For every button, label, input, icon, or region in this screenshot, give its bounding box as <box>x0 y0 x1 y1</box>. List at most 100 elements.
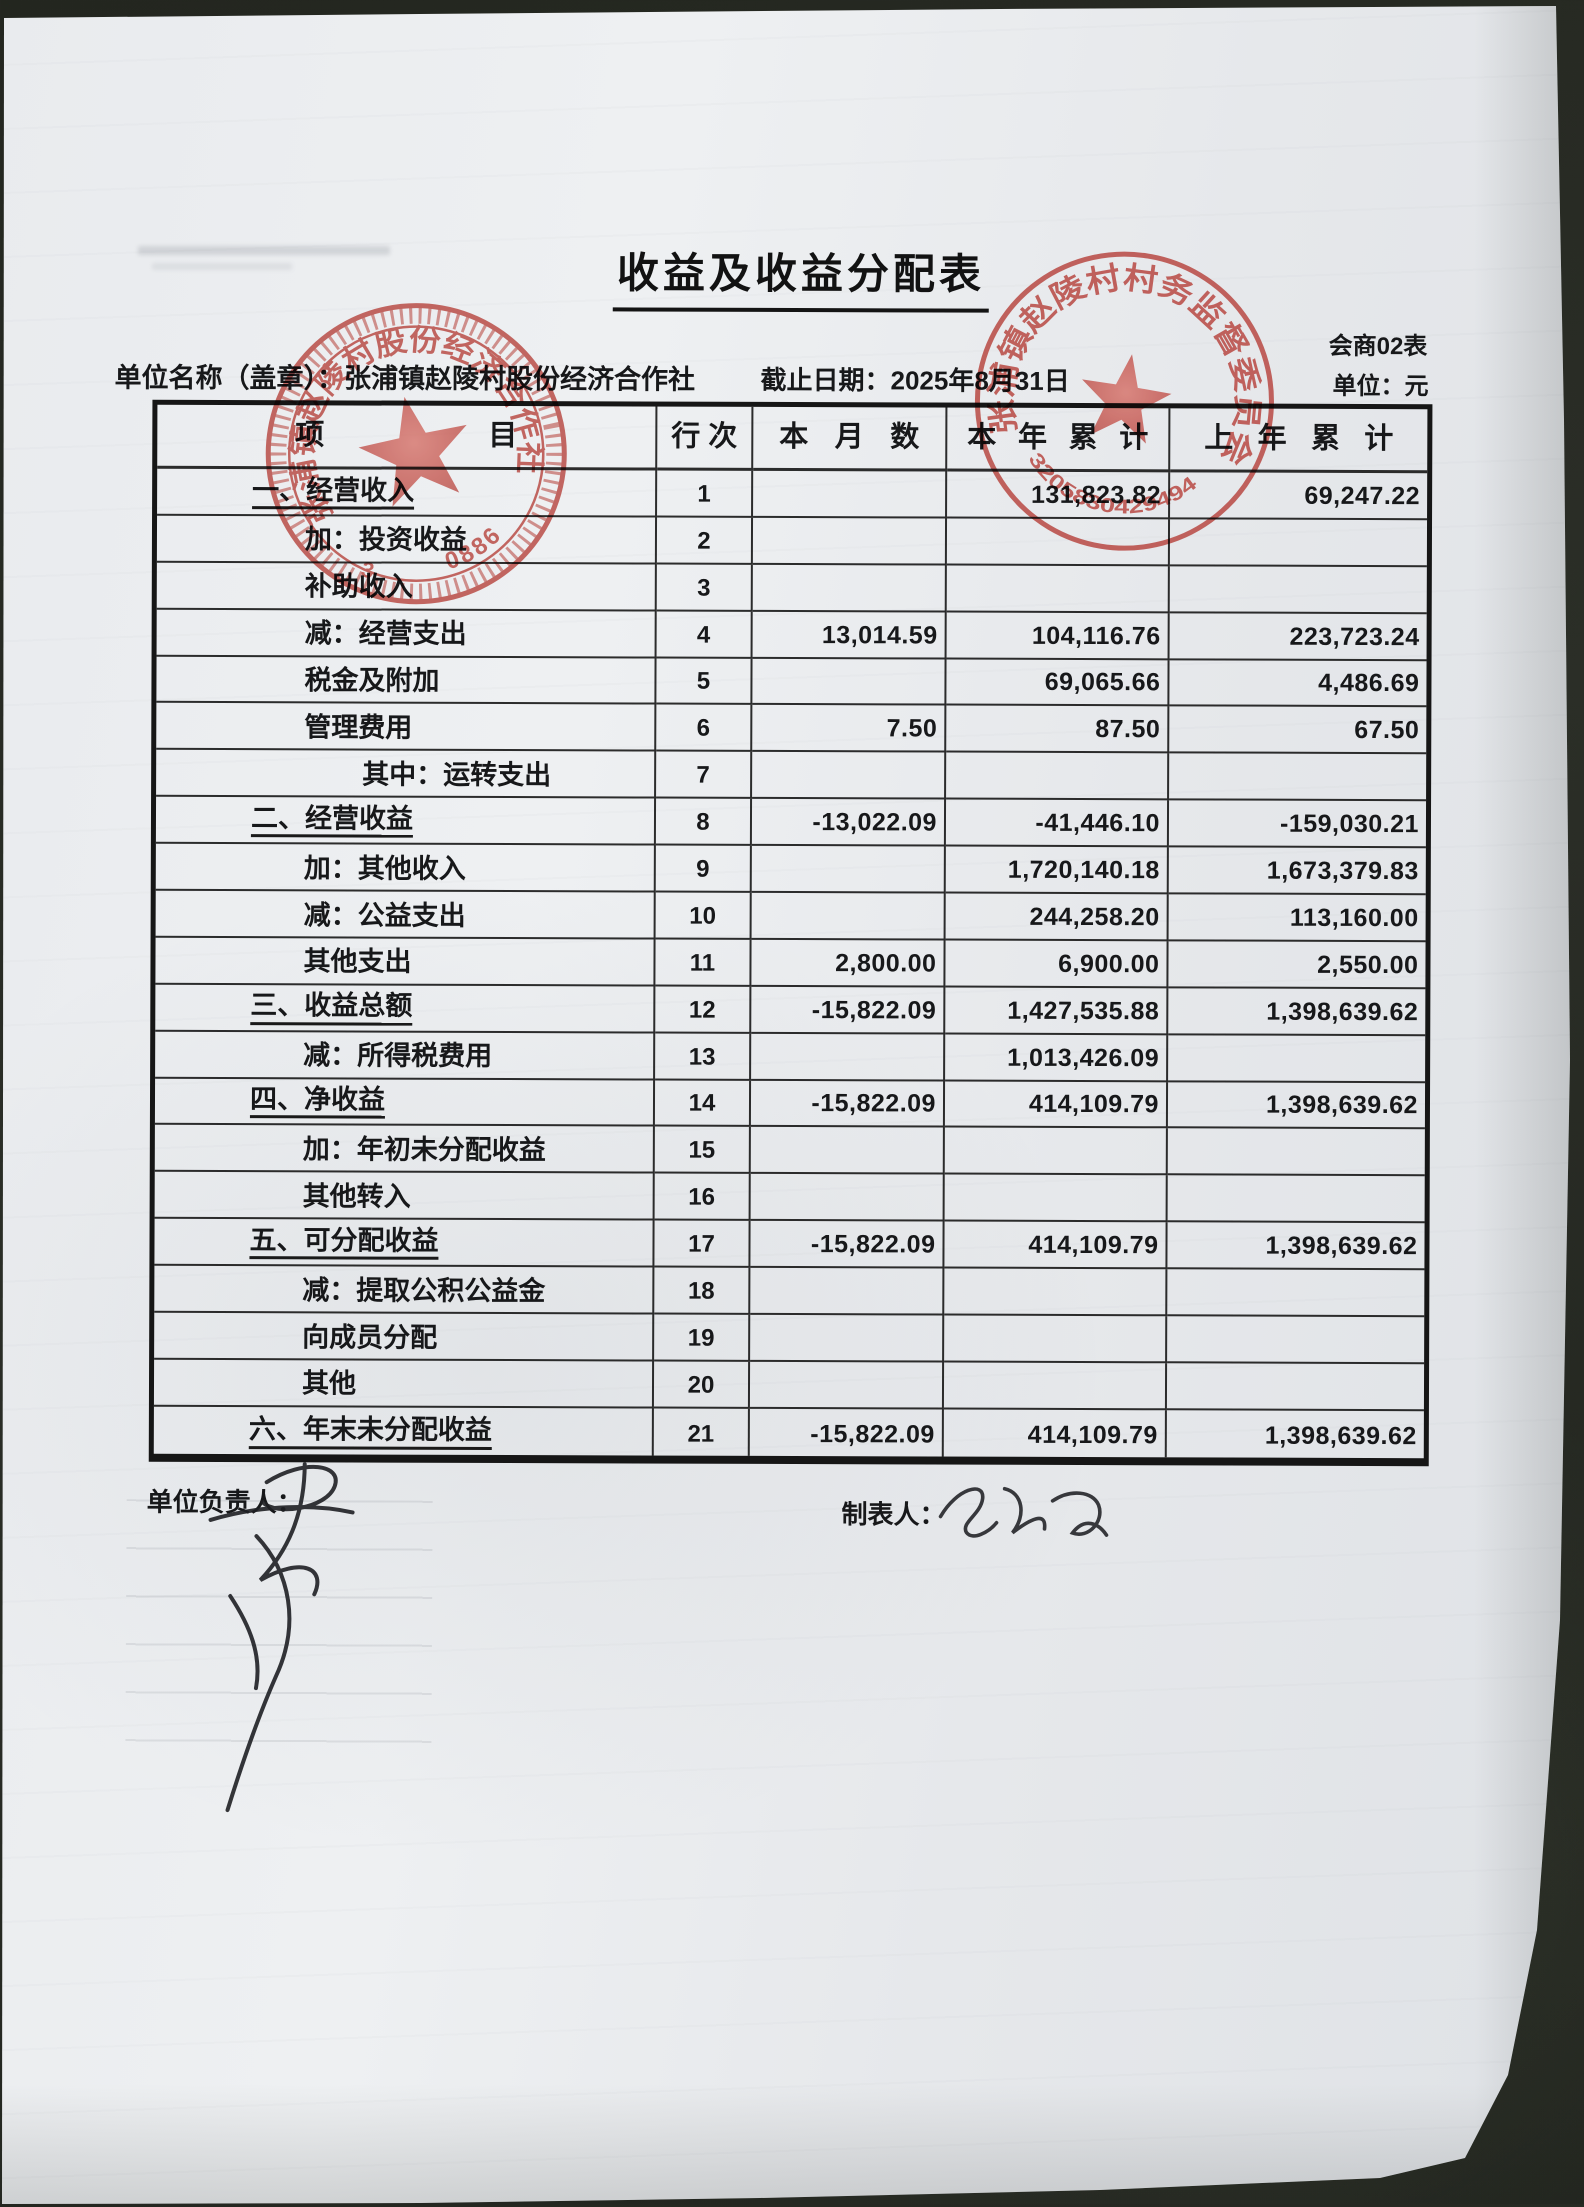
ytd-cell: 69,065.66 <box>946 659 1170 707</box>
line-cell: 7 <box>656 751 753 800</box>
month-cell <box>752 658 947 706</box>
statement-table: 项目 行次 本月数 本年累计 上年累计 一、经营收入 1 131,823.82 69,247.2… <box>148 399 1433 1466</box>
month-cell <box>750 1174 945 1222</box>
line-cell: 21 <box>653 1408 750 1456</box>
line-cell: 4 <box>656 611 753 659</box>
month-cell <box>750 1127 945 1175</box>
prev-cell: 67.50 <box>1169 706 1427 755</box>
item-cell: 三、收益总额 <box>155 984 656 1034</box>
prev-cell <box>1167 1269 1425 1318</box>
currency-unit-note: 单位：元 <box>1332 372 1429 401</box>
item-cell: 减：提取公积公益金 <box>154 1265 655 1315</box>
line-cell: 13 <box>655 1033 752 1081</box>
ytd-cell: 244,258.20 <box>945 893 1169 942</box>
month-cell <box>752 517 948 566</box>
form-code: 会商02表 <box>1328 332 1428 361</box>
ytd-cell: 1,013,426.09 <box>945 1034 1169 1082</box>
line-cell: 2 <box>656 517 754 565</box>
ytd-cell <box>943 1362 1168 1411</box>
prev-cell: 113,160.00 <box>1168 894 1426 943</box>
line-cell: 6 <box>656 704 753 753</box>
ytd-cell: 414,109.79 <box>943 1409 1167 1458</box>
line-cell: 10 <box>655 892 752 940</box>
ytd-cell <box>944 1315 1168 1364</box>
ytd-cell: 131,823.82 <box>947 471 1171 520</box>
ytd-cell <box>946 565 1170 613</box>
month-cell <box>751 845 946 894</box>
showthrough-smudge <box>152 263 292 270</box>
item-cell: 其中：运转支出 <box>156 750 657 799</box>
month-cell: -15,822.09 <box>751 986 946 1035</box>
line-cell: 18 <box>654 1267 751 1315</box>
org-label: 单位名称（盖章）： <box>114 362 345 394</box>
prev-cell <box>1169 519 1428 567</box>
item-cell: 减：所得税费用 <box>155 1031 656 1081</box>
preparer-signature <box>938 1486 1109 1538</box>
cutoff-date: 截止日期：2025年8月31日 <box>760 364 1070 396</box>
line-cell: 16 <box>654 1173 751 1222</box>
prev-cell <box>1168 1035 1426 1083</box>
month-cell: 2,800.00 <box>751 939 946 988</box>
item-cell: 减：公益支出 <box>155 890 656 940</box>
showthrough-smudge <box>138 246 390 255</box>
prev-cell: 4,486.69 <box>1169 659 1427 708</box>
prev-cell: 1,398,639.62 <box>1167 1081 1426 1130</box>
prev-cell: -159,030.21 <box>1168 800 1427 849</box>
month-cell: -15,822.09 <box>749 1408 944 1457</box>
month-cell <box>752 752 947 800</box>
line-cell: 11 <box>655 939 752 987</box>
prev-cell <box>1169 566 1427 614</box>
item-cell: 一、经营收入 <box>157 468 658 518</box>
item-cell: 加：投资收益 <box>156 515 658 565</box>
prev-cell <box>1169 753 1427 802</box>
column-header: 上年累计 <box>1170 408 1428 474</box>
item-cell: 补助收入 <box>156 562 657 612</box>
item-cell: 减：经营支出 <box>156 609 657 659</box>
line-cell: 12 <box>655 986 752 1034</box>
line-cell: 20 <box>653 1361 751 1409</box>
prev-cell: 2,550.00 <box>1168 941 1426 990</box>
month-cell <box>751 1033 946 1082</box>
line-cell: 1 <box>657 470 754 518</box>
month-cell <box>751 892 946 941</box>
month-cell: 7.50 <box>752 705 947 753</box>
prev-cell: 1,673,379.83 <box>1168 847 1426 896</box>
prev-cell: 1,398,639.62 <box>1167 1222 1425 1271</box>
month-cell <box>750 1267 945 1316</box>
line-cell: 14 <box>654 1080 752 1128</box>
month-cell <box>750 1314 945 1363</box>
prev-cell: 1,398,639.62 <box>1264 1421 1417 1450</box>
item-cell: 管理费用 <box>156 703 657 752</box>
ytd-cell <box>944 1268 1168 1317</box>
prev-cell <box>1167 1128 1425 1177</box>
org-name-line: 单位名称（盖章）：张浦镇赵陵村股份经济合作社 <box>114 356 695 397</box>
ytd-cell: -41,446.10 <box>945 799 1170 848</box>
item-cell: 二、经营收益 <box>155 797 657 846</box>
prev-cell <box>1167 1316 1425 1365</box>
line-cell: 8 <box>655 798 753 846</box>
month-cell <box>752 564 947 613</box>
page-title: 收益及收益分配表 <box>612 239 990 313</box>
prev-cell: 1,398,639.62 <box>1168 988 1426 1036</box>
item-cell: 其他转入 <box>154 1172 655 1221</box>
month-cell <box>753 470 948 519</box>
column-header: 本月数 <box>753 406 948 472</box>
ytd-cell <box>944 1174 1168 1223</box>
item-cell: 五、可分配收益 <box>154 1219 655 1268</box>
prev-cell: 69,247.22 <box>1170 472 1428 521</box>
ytd-cell <box>946 752 1170 801</box>
month-cell: 13,014.59 <box>752 611 947 660</box>
item-cell: 其他 <box>153 1359 655 1409</box>
prev-cell <box>1167 1175 1425 1224</box>
item-cell: 税金及附加 <box>156 656 657 705</box>
column-header: 项目 <box>157 404 658 471</box>
item-cell: 加：其他收入 <box>155 843 656 893</box>
line-cell: 17 <box>654 1220 751 1268</box>
ytd-cell <box>944 1128 1168 1176</box>
manager-label: 单位负责人： <box>146 1486 303 1518</box>
line-cell: 15 <box>654 1126 751 1175</box>
item-cell: 四、净收益 <box>154 1078 656 1127</box>
